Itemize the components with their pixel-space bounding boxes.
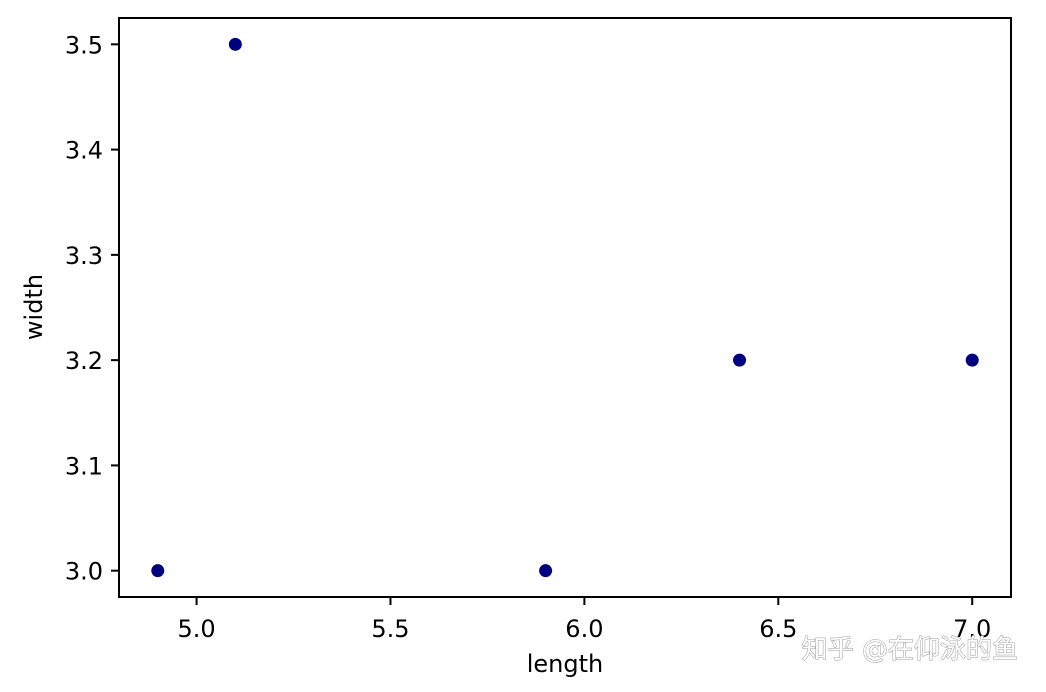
plot-area bbox=[118, 17, 1012, 598]
y-tick-label: 3.0 bbox=[65, 558, 103, 586]
x-tick-label: 5.0 bbox=[177, 615, 215, 643]
y-tick-label: 3.2 bbox=[65, 347, 103, 375]
y-axis-ticks: 3.0 3.1 3.2 3.3 3.4 3.5 bbox=[65, 31, 119, 586]
x-tick-label: 6.0 bbox=[565, 615, 603, 643]
data-points bbox=[151, 37, 979, 578]
scatter-point bbox=[228, 37, 242, 51]
x-tick-label: 5.5 bbox=[371, 615, 409, 643]
axes-frame bbox=[118, 17, 1012, 598]
x-tick-label: 7.0 bbox=[953, 615, 991, 643]
scatter-point bbox=[151, 564, 165, 578]
y-tick-label: 3.4 bbox=[65, 137, 103, 165]
y-tick-label: 3.5 bbox=[65, 31, 103, 59]
scatter-point bbox=[539, 564, 553, 578]
y-tick-label: 3.1 bbox=[65, 452, 103, 480]
y-axis-label: width bbox=[20, 274, 48, 340]
scatter-point bbox=[733, 353, 747, 367]
watermark-text: 知乎 @在仰泳的鱼 bbox=[802, 635, 1018, 665]
y-tick-label: 3.3 bbox=[65, 242, 103, 270]
scatter-point bbox=[965, 353, 979, 367]
x-axis-ticks: 5.0 5.5 6.0 6.5 7.0 bbox=[177, 597, 991, 643]
x-axis-label: length bbox=[527, 650, 604, 678]
x-tick-label: 6.5 bbox=[759, 615, 797, 643]
